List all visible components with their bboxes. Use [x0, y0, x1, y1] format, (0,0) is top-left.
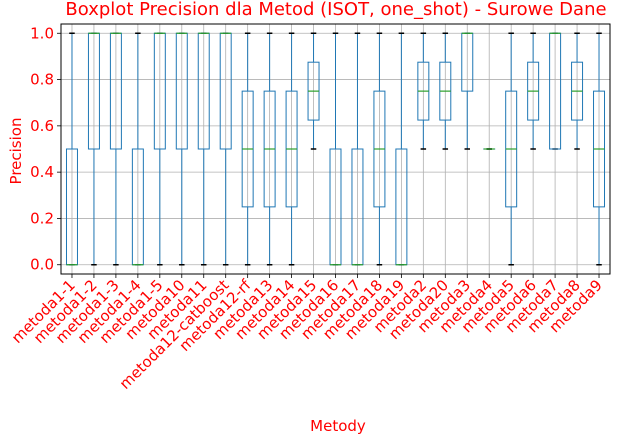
box-metoda2 — [417, 32, 430, 150]
box-metoda16 — [329, 32, 342, 266]
box-metoda7 — [549, 32, 562, 150]
x-axis-label: Metody — [310, 417, 366, 435]
box-metoda12-rf — [241, 32, 254, 266]
box-metoda18 — [373, 32, 386, 266]
y-tick-label: 1.0 — [30, 24, 54, 42]
box-metoda17 — [351, 32, 364, 266]
box-metoda1-1 — [65, 32, 78, 266]
y-ticks: 0.0 0.2 0.4 0.6 0.8 1.0 — [30, 24, 61, 274]
box-metoda13 — [263, 32, 276, 266]
y-tick-label: 0.6 — [30, 117, 54, 135]
box-metoda6 — [527, 32, 540, 150]
y-tick-label: 0.2 — [30, 209, 54, 227]
box-metoda1-4 — [131, 32, 144, 266]
y-tick-label: 0.4 — [30, 163, 54, 181]
box-metoda8 — [571, 32, 584, 150]
box-metoda14 — [285, 32, 298, 266]
box-metoda20 — [439, 32, 452, 150]
boxes-group — [65, 32, 606, 266]
box-metoda1-2 — [87, 32, 100, 266]
box-metoda12-catboost — [219, 32, 232, 266]
y-tick-label: 0.8 — [30, 71, 54, 89]
chart-title: Boxplot Precision dla Metod (ISOT, one_s… — [65, 0, 606, 20]
box-metoda1-5 — [153, 32, 166, 266]
box-metoda1-3 — [109, 32, 122, 266]
box-metoda15 — [307, 32, 320, 150]
y-tick-label: 0.0 — [30, 256, 54, 274]
box-metoda9 — [593, 32, 606, 266]
box-metoda5 — [505, 32, 518, 266]
y-axis-label: Precision — [7, 118, 25, 185]
box-metoda11 — [197, 32, 210, 266]
box-metoda19 — [395, 32, 408, 266]
box-metoda10 — [175, 32, 188, 266]
box-metoda3 — [461, 32, 474, 150]
x-ticks: metoda1-1metoda1-2metoda1-3metoda1-4meto… — [8, 274, 606, 393]
